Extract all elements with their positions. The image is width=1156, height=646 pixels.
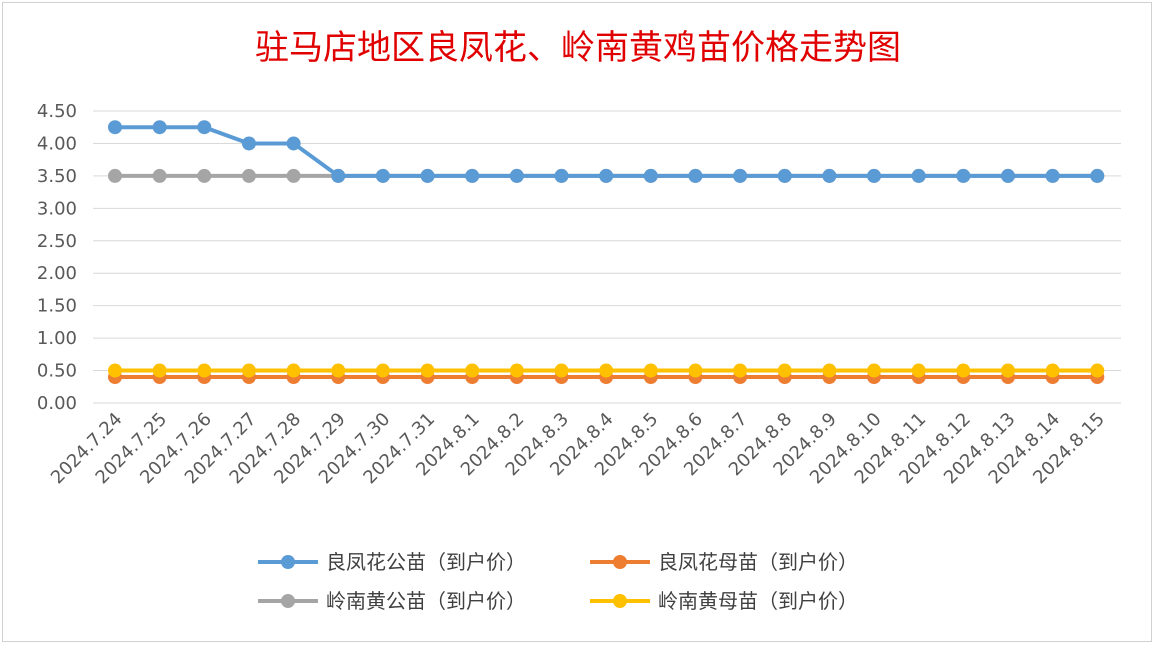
data-point xyxy=(1090,168,1105,183)
data-point xyxy=(465,168,480,183)
data-point xyxy=(108,168,122,183)
data-point xyxy=(1045,168,1060,183)
data-point xyxy=(152,168,167,183)
data-point xyxy=(1090,363,1105,378)
legend-marker xyxy=(281,555,295,569)
data-point xyxy=(241,136,256,151)
data-point xyxy=(108,120,122,135)
data-point xyxy=(911,168,926,183)
data-point xyxy=(509,168,524,183)
data-point xyxy=(822,363,837,378)
data-point xyxy=(733,168,748,183)
legend-label: 岭南黄母苗（到户价） xyxy=(658,589,858,613)
data-point xyxy=(777,168,792,183)
data-point xyxy=(867,168,882,183)
data-point xyxy=(777,363,792,378)
y-tick-label: 1.50 xyxy=(37,296,77,317)
data-point xyxy=(867,363,882,378)
data-point xyxy=(1001,168,1015,183)
y-tick-label: 4.00 xyxy=(37,133,77,154)
data-point xyxy=(956,168,971,183)
data-point xyxy=(599,363,614,378)
legend-label: 良凤花公苗（到户价） xyxy=(326,550,526,574)
data-point xyxy=(822,168,837,183)
chart-title: 驻马店地区良凤花、岭南黄鸡苗价格走势图 xyxy=(255,28,901,68)
legend-marker xyxy=(281,594,295,608)
y-tick-label: 1.00 xyxy=(37,328,77,349)
data-point xyxy=(108,363,122,378)
data-point xyxy=(643,363,658,378)
data-point xyxy=(241,168,256,183)
data-point xyxy=(643,168,658,183)
data-point xyxy=(956,363,971,378)
data-point xyxy=(286,168,301,183)
data-point xyxy=(286,136,301,151)
data-point xyxy=(241,363,256,378)
data-point xyxy=(152,120,167,135)
data-point xyxy=(1045,363,1060,378)
data-point xyxy=(152,363,167,378)
y-tick-label: 0.00 xyxy=(37,393,77,414)
y-tick-label: 4.50 xyxy=(37,101,77,122)
data-point xyxy=(286,363,301,378)
y-tick-label: 3.50 xyxy=(37,166,77,187)
y-tick-label: 2.00 xyxy=(37,263,77,284)
data-point xyxy=(420,363,435,378)
legend-marker xyxy=(613,555,627,569)
data-point xyxy=(331,363,346,378)
data-point xyxy=(420,168,435,183)
legend-marker xyxy=(613,594,627,608)
data-point xyxy=(375,363,390,378)
data-point xyxy=(197,120,212,135)
data-point xyxy=(688,363,703,378)
data-point xyxy=(465,363,480,378)
y-tick-label: 3.00 xyxy=(37,198,77,219)
data-point xyxy=(554,168,569,183)
data-point xyxy=(197,168,212,183)
data-point xyxy=(554,363,569,378)
data-point xyxy=(331,168,346,183)
data-point xyxy=(1001,363,1015,378)
data-point xyxy=(911,363,926,378)
legend-label: 良凤花母苗（到户价） xyxy=(658,550,858,574)
legend-label: 岭南黄公苗（到户价） xyxy=(326,589,526,613)
data-point xyxy=(509,363,524,378)
data-point xyxy=(375,168,390,183)
data-point xyxy=(197,363,212,378)
y-tick-label: 2.50 xyxy=(37,231,77,252)
series-line xyxy=(115,125,1098,178)
y-tick-label: 0.50 xyxy=(37,361,77,382)
data-point xyxy=(599,168,614,183)
data-point xyxy=(688,168,703,183)
data-point xyxy=(733,363,748,378)
